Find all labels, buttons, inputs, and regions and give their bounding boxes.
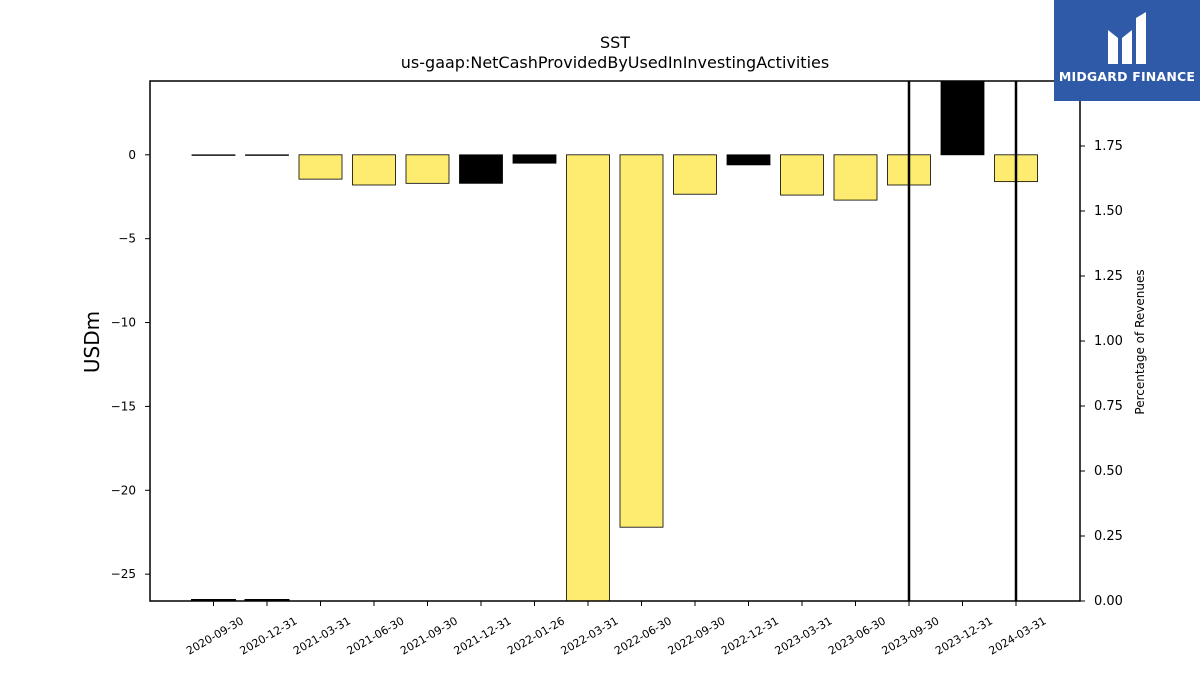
chart-subtitle: us-gaap:NetCashProvidedByUsedInInvesting… — [401, 53, 829, 72]
y-tick-label: −15 — [111, 399, 136, 413]
y2-ticks-group: 0.00 0.25 0.50 0.75 1.00 1.25 1.50 1.75 — [1080, 139, 1123, 609]
bar — [619, 154, 664, 528]
y-tick-label: −5 — [118, 232, 136, 246]
pct-lines-group — [191, 81, 1018, 601]
x-tick-label: 2021-09-30 — [398, 614, 460, 657]
bar — [459, 154, 503, 184]
plot-frame — [149, 80, 1081, 602]
x-tick-label: 2023-12-31 — [933, 614, 995, 657]
x-tick-label: 2021-03-31 — [291, 614, 353, 657]
y2-tick-label: 0.00 — [1094, 594, 1123, 609]
bar — [940, 80, 985, 156]
x-tick-label: 2023-03-31 — [773, 614, 835, 657]
y2-tick-label: 0.75 — [1094, 399, 1123, 414]
y-ticks-group: 0 −5 −10 −15 −20 −25 — [111, 148, 150, 581]
x-tick-label: 2021-06-30 — [345, 614, 407, 657]
bar — [352, 154, 396, 186]
x-tick-label: 2023-06-30 — [826, 614, 888, 657]
logo-mark-icon — [1108, 12, 1146, 64]
y2-tick-label: 1.25 — [1094, 269, 1123, 284]
bar — [780, 154, 824, 196]
x-ticks-group: 2020-09-302020-12-312021-03-312021-06-30… — [184, 601, 1049, 658]
bar — [566, 154, 610, 602]
logo: MIDGARD FINANCE — [1054, 0, 1200, 101]
bar — [298, 154, 343, 180]
x-tick-label: 2023-09-30 — [880, 614, 942, 657]
x-tick-label: 2022-12-31 — [719, 614, 781, 657]
y2-tick-label: 1.00 — [1094, 334, 1123, 349]
x-tick-label: 2021-12-31 — [452, 614, 514, 657]
y2-tick-label: 1.50 — [1094, 204, 1123, 219]
y-tick-label: −10 — [111, 316, 136, 330]
bar — [833, 154, 878, 201]
y2-tick-label: 0.50 — [1094, 464, 1123, 479]
x-tick-label: 2020-09-30 — [184, 614, 246, 657]
y-tick-label: −20 — [111, 483, 136, 497]
bar — [245, 154, 289, 156]
x-tick-label: 2022-09-30 — [666, 614, 728, 657]
bar — [405, 154, 450, 184]
y2-axis-label: Percentage of Revenues — [1133, 269, 1147, 414]
x-tick-label: 2022-03-31 — [559, 614, 621, 657]
y2-tick-label: 1.75 — [1094, 139, 1123, 154]
bars-group — [191, 80, 1038, 602]
x-tick-label: 2022-01-26 — [505, 614, 567, 657]
bar — [191, 154, 236, 156]
logo-text: MIDGARD FINANCE — [1058, 69, 1196, 84]
y-tick-label: 0 — [128, 148, 136, 162]
x-tick-label: 2020-12-31 — [238, 614, 300, 657]
x-tick-label: 2024-03-31 — [987, 614, 1049, 657]
x-tick-label: 2022-06-30 — [612, 614, 674, 657]
y-axis-label: USDm — [80, 311, 104, 373]
bar — [512, 154, 557, 164]
bar — [673, 154, 717, 195]
bar — [726, 154, 771, 166]
y2-tick-label: 0.25 — [1094, 529, 1123, 544]
y-tick-label: −25 — [111, 567, 136, 581]
chart-title: SST — [600, 33, 630, 52]
